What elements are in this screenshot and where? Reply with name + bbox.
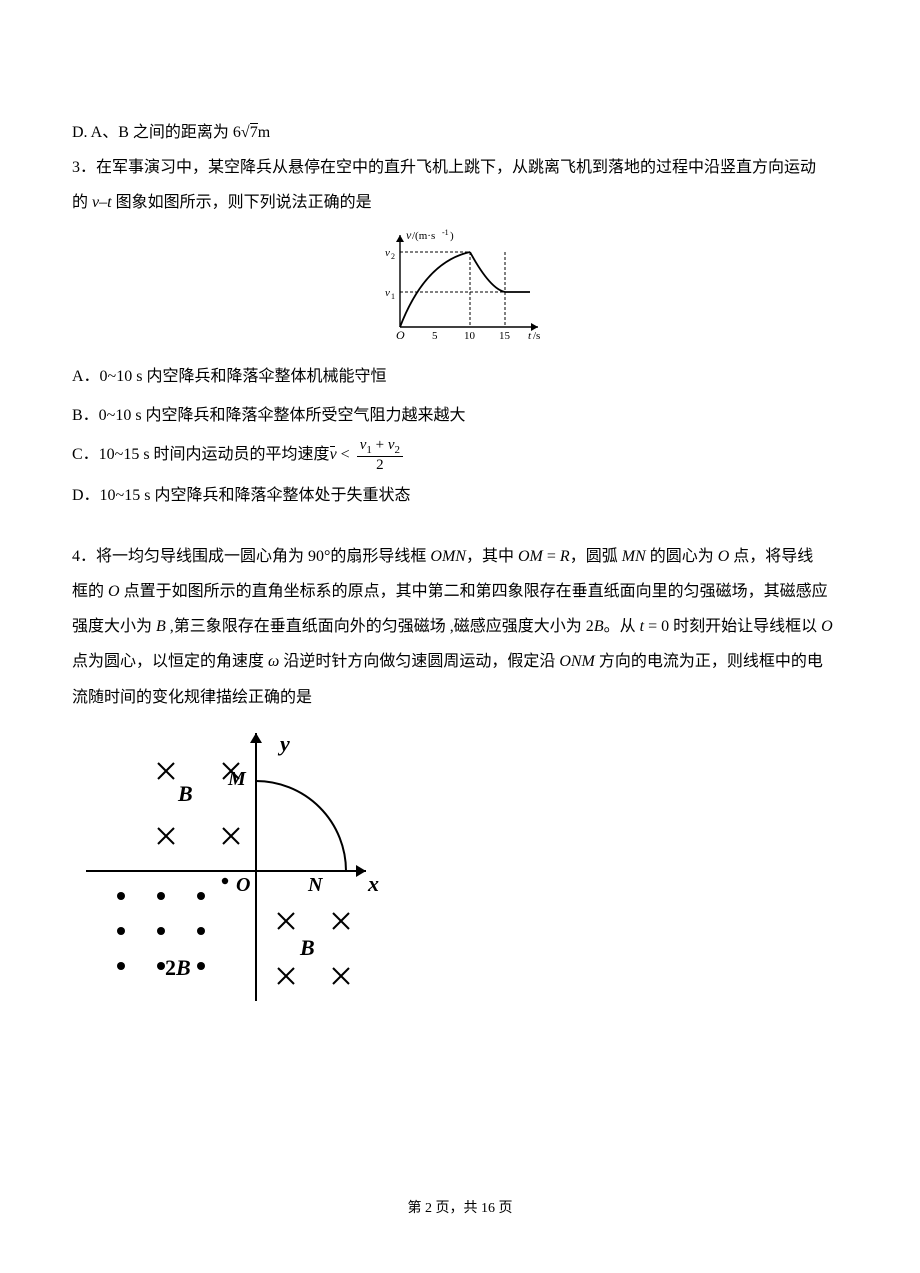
- q3-graph: v /(m·s -1 ) O 5 10 15 t /s v 2 v 1: [72, 227, 848, 349]
- svg-text:B: B: [299, 935, 315, 960]
- q3-stem-line2: 的 v–t 图象如图所示，则下列说法正确的是: [72, 185, 848, 220]
- q3-opt-c: C．10~15 s 时间内运动员的平均速度v < v1 + v2 2: [72, 437, 848, 474]
- svg-text:B: B: [177, 781, 193, 806]
- q4-number: 4．: [72, 548, 96, 565]
- svg-text:15: 15: [499, 330, 511, 342]
- q3-opt-b: B．0~10 s 内空降兵和降落伞整体所受空气阻力越来越大: [72, 398, 848, 433]
- svg-text:N: N: [307, 874, 324, 896]
- svg-text:y: y: [277, 731, 290, 756]
- svg-text:): ): [450, 230, 454, 242]
- q4-stem-line2: 框的 O 点置于如图所示的直角坐标系的原点，其中第二和第四象限存在垂直纸面向里的…: [72, 574, 848, 609]
- svg-text:/s: /s: [533, 330, 540, 342]
- svg-text:t: t: [528, 330, 532, 342]
- q3-opt-a: A．0~10 s 内空降兵和降落伞整体机械能守恒: [72, 359, 848, 394]
- svg-text:5: 5: [432, 330, 438, 342]
- svg-text:-1: -1: [442, 228, 449, 237]
- q3-opt-d: D．10~15 s 内空降兵和降落伞整体处于失重状态: [72, 478, 848, 513]
- svg-text:10: 10: [464, 330, 476, 342]
- svg-text:2: 2: [391, 252, 395, 261]
- svg-text:O: O: [396, 328, 405, 342]
- svg-text:v: v: [385, 287, 390, 299]
- q4-stem-line3: 强度大小为 B ,第三象限存在垂直纸面向外的匀强磁场 ,磁感应强度大小为 2B。…: [72, 609, 848, 644]
- q4-stem-line4: 点为圆心，以恒定的角速度 ω 沿逆时针方向做匀速圆周运动，假定沿 ONM 方向的…: [72, 644, 848, 679]
- svg-text:/(m·s: /(m·s: [412, 230, 435, 242]
- q3-number: 3．: [72, 159, 96, 176]
- q3-stem-line1: 3．在军事演习中，某空降兵从悬停在空中的直升飞机上跳下，从跳离飞机到落地的过程中…: [72, 150, 848, 185]
- q4-stem-line1: 4．将一均匀导线围成一圆心角为 90°的扇形导线框 OMN，其中 OM = R，…: [72, 539, 848, 574]
- page: D. A、B 之间的距离为 6√7m 3．在军事演习中，某空降兵从悬停在空中的直…: [0, 0, 920, 1273]
- prev-opt-d: D. A、B 之间的距离为 6√7m: [72, 115, 848, 150]
- svg-text:1: 1: [391, 292, 395, 301]
- page-footer: 第 2 页，共 16 页: [0, 1194, 920, 1225]
- q4-diagram: y x O N M B: [66, 721, 848, 1024]
- svg-text:2B: 2B: [165, 955, 191, 980]
- svg-text:v: v: [385, 247, 390, 259]
- svg-text:O: O: [236, 874, 250, 896]
- svg-text:x: x: [367, 871, 379, 896]
- q4-stem-line5: 流随时间的变化规律描绘正确的是: [72, 680, 848, 715]
